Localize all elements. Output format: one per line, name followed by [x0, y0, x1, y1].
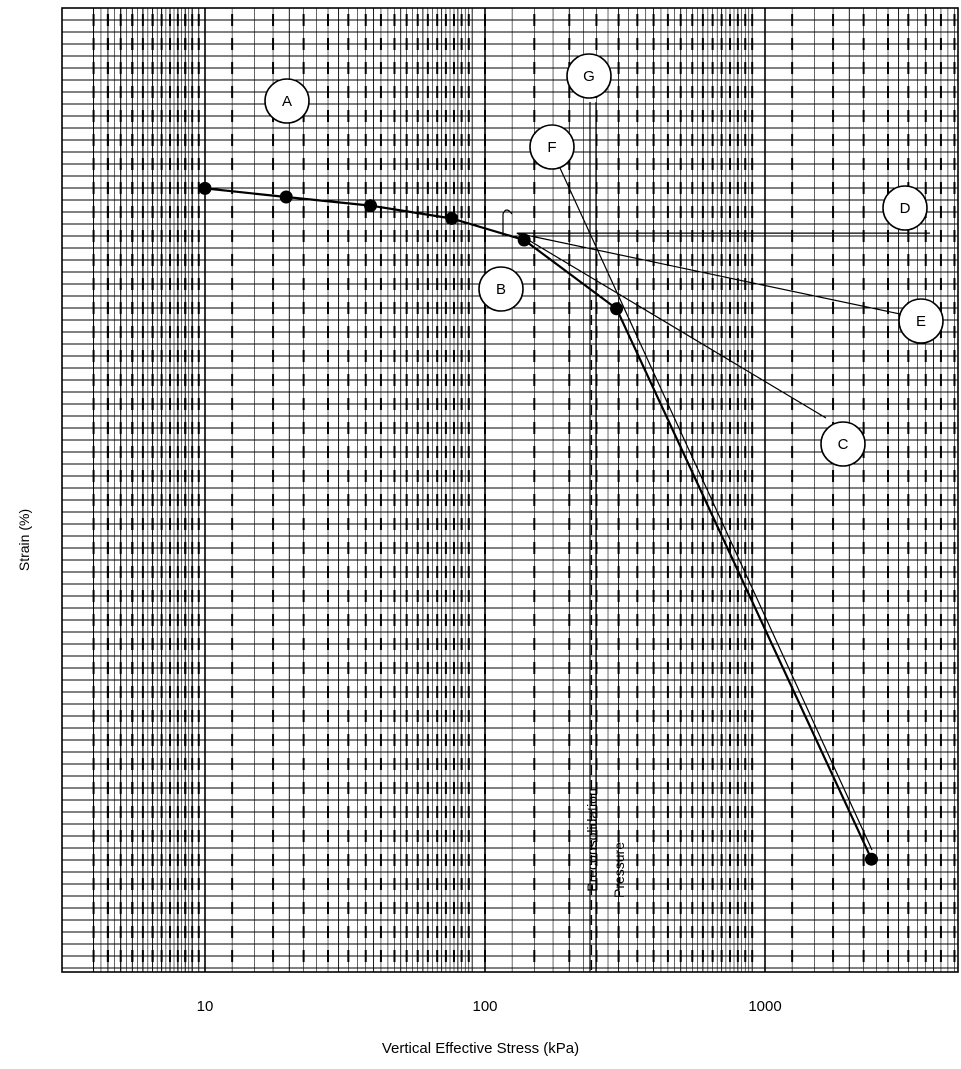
plot-border — [61, 7, 959, 973]
tangent-line-E — [516, 232, 901, 315]
x-tick-label: 100 — [472, 998, 497, 1015]
pressure-label: Pressure — [611, 842, 627, 898]
callout-circle — [264, 78, 310, 124]
plot-frame — [61, 7, 959, 973]
data-point — [279, 190, 293, 204]
data-point — [445, 212, 459, 225]
callout-circle — [566, 53, 612, 99]
callout-b: B — [478, 266, 524, 312]
callout-label: G — [583, 68, 595, 85]
grid — [62, 7, 958, 972]
callout-label: A — [282, 93, 292, 110]
callout-circle — [898, 298, 944, 344]
callout-label: F — [547, 139, 556, 156]
callout-label: B — [496, 281, 506, 298]
callout-c: C — [820, 421, 866, 467]
data-point — [198, 181, 212, 195]
callout-a: A — [264, 78, 310, 124]
data-point — [363, 199, 377, 213]
y-axis-label-wrap: Strain (%) — [4, 480, 44, 600]
preconsolidation-label: Preconsolidation — [584, 788, 600, 892]
callout-label: E — [916, 313, 926, 330]
callout-f: F — [529, 124, 575, 170]
x-axis-label: Vertical Effective Stress (kPa) — [381, 1040, 580, 1057]
callout-label: C — [838, 436, 849, 453]
data-point — [517, 233, 531, 247]
bisector-line-C — [516, 232, 827, 419]
data-series — [198, 181, 878, 866]
callout-d: D — [882, 185, 928, 231]
callout-circle — [529, 124, 575, 170]
x-tick-label: 10 — [197, 998, 214, 1015]
callout-label: D — [900, 200, 911, 217]
x-tick-label: 1000 — [748, 998, 781, 1015]
annotation-callouts: A B C D E F G — [264, 53, 944, 467]
callout-circle — [478, 266, 524, 312]
y-axis-label: Strain (%) — [16, 508, 32, 572]
construction-lines — [502, 102, 930, 972]
callout-e: E — [898, 298, 944, 344]
data-point — [610, 302, 624, 316]
x-tick-labels: 10 100 1000 — [197, 998, 782, 1015]
bracket-B — [502, 209, 513, 236]
virgin-line-F — [559, 167, 873, 851]
callout-g: G — [566, 53, 612, 99]
data-point — [864, 852, 878, 866]
callout-circle — [882, 185, 928, 231]
callout-circle — [820, 421, 866, 467]
